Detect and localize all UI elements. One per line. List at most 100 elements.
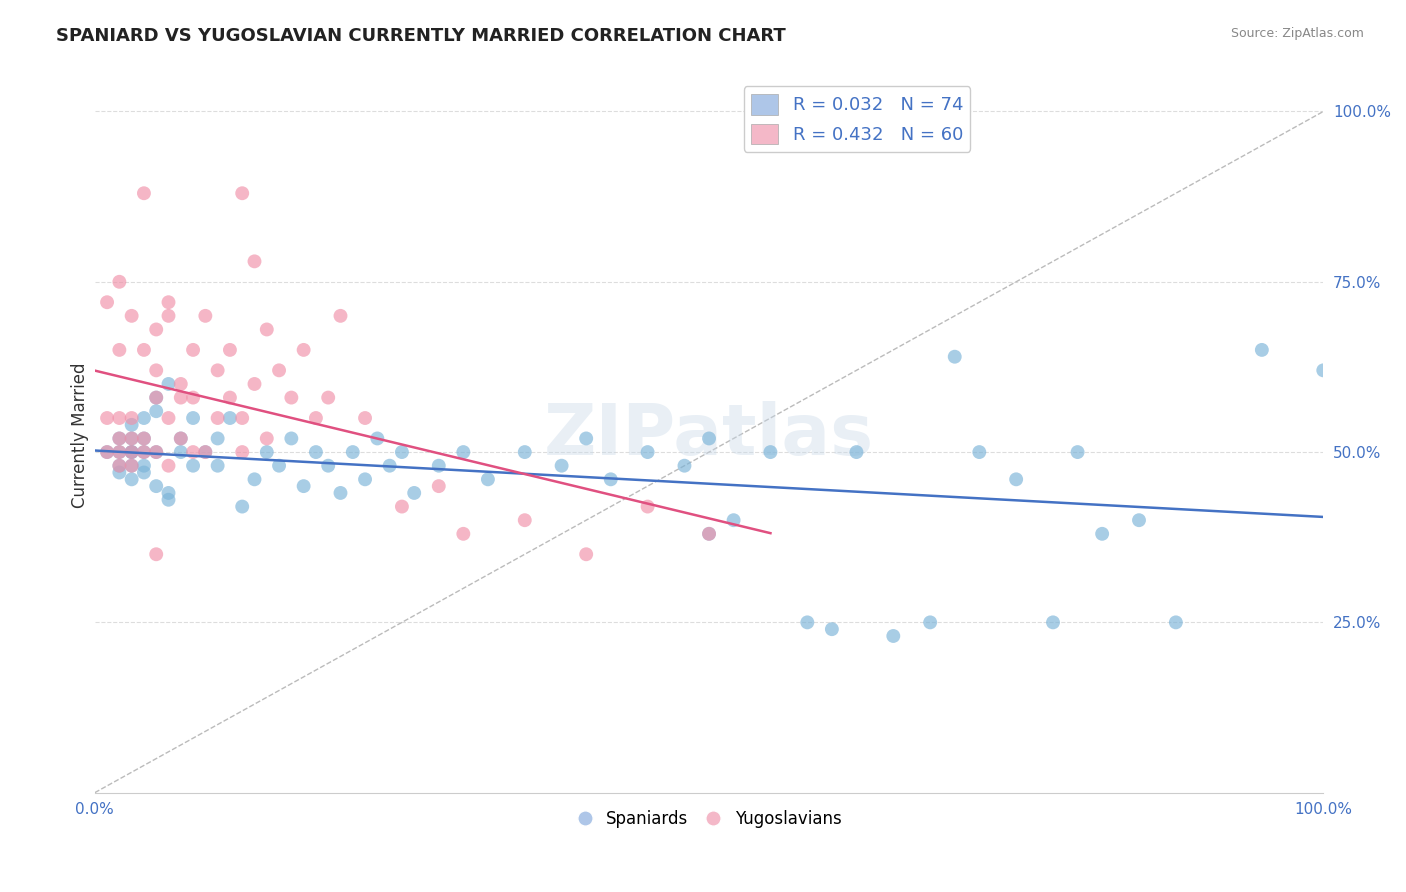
Point [943,350,966,364]
Point [316,458,339,473]
Point [121,432,143,446]
Point [108,411,131,425]
Point [354,411,377,425]
Point [1164,615,1187,630]
Point [108,458,131,473]
Point [157,486,180,500]
Point [821,622,844,636]
Point [329,309,352,323]
Point [637,445,659,459]
Point [256,432,278,446]
Point [157,458,180,473]
Point [243,472,266,486]
Point [194,445,217,459]
Point [969,445,991,459]
Point [132,458,155,473]
Point [157,309,180,323]
Point [231,411,253,425]
Point [796,615,818,630]
Point [170,432,193,446]
Point [108,432,131,446]
Point [132,445,155,459]
Point [280,432,302,446]
Point [121,417,143,432]
Point [329,486,352,500]
Point [391,500,413,514]
Point [243,254,266,268]
Point [157,376,180,391]
Point [305,445,328,459]
Point [575,547,598,561]
Point [882,629,904,643]
Point [108,445,131,459]
Point [132,343,155,357]
Point [157,411,180,425]
Point [513,445,536,459]
Point [920,615,942,630]
Point [207,411,229,425]
Point [121,411,143,425]
Point [354,472,377,486]
Point [108,275,131,289]
Point [96,445,118,459]
Point [316,391,339,405]
Point [132,432,155,446]
Point [121,445,143,459]
Legend: Spaniards, Yugoslavians: Spaniards, Yugoslavians [569,803,849,834]
Point [219,391,242,405]
Point [145,445,167,459]
Point [427,479,450,493]
Point [575,432,598,446]
Point [108,343,131,357]
Point [108,466,131,480]
Point [427,458,450,473]
Point [170,432,193,446]
Point [194,309,217,323]
Point [145,391,167,405]
Point [673,458,696,473]
Point [267,363,290,377]
Point [207,432,229,446]
Point [181,411,204,425]
Text: Source: ZipAtlas.com: Source: ZipAtlas.com [1230,27,1364,40]
Point [108,458,131,473]
Point [181,343,204,357]
Point [219,411,242,425]
Point [181,458,204,473]
Point [231,445,253,459]
Point [157,295,180,310]
Point [1091,526,1114,541]
Point [599,472,621,486]
Point [108,432,131,446]
Point [170,445,193,459]
Point [207,458,229,473]
Point [170,391,193,405]
Point [145,404,167,418]
Point [108,445,131,459]
Point [1128,513,1150,527]
Point [96,295,118,310]
Point [759,445,782,459]
Point [378,458,401,473]
Point [243,376,266,391]
Point [267,458,290,473]
Point [145,445,167,459]
Point [231,500,253,514]
Point [342,445,364,459]
Point [96,411,118,425]
Point [170,376,193,391]
Point [1005,472,1028,486]
Point [697,526,720,541]
Point [207,363,229,377]
Point [96,445,118,459]
Point [697,526,720,541]
Point [121,432,143,446]
Point [121,445,143,459]
Point [550,458,572,473]
Point [391,445,413,459]
Point [453,445,475,459]
Point [145,479,167,493]
Point [132,186,155,201]
Point [453,526,475,541]
Point [366,432,388,446]
